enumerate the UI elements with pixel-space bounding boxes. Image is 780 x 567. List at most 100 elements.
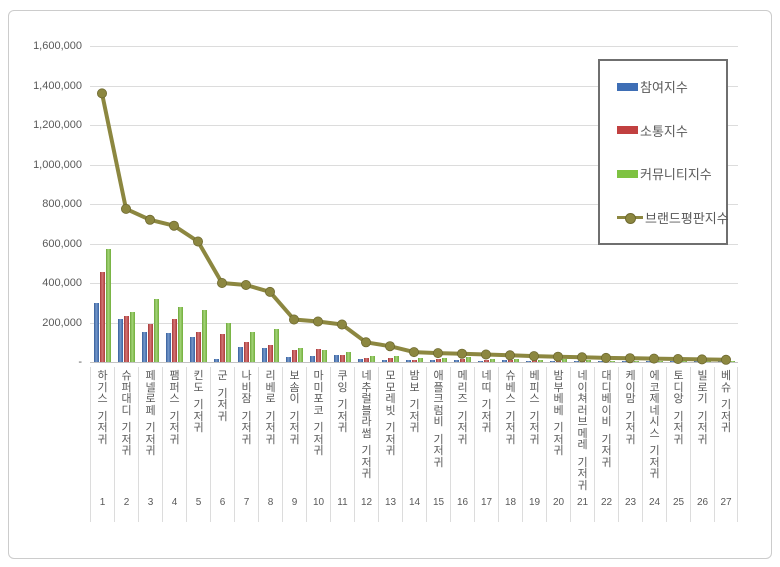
- participation-bar: [117, 318, 123, 362]
- legend-line-marker: [625, 212, 636, 224]
- gridline: [90, 322, 738, 324]
- participation-bar: [573, 361, 579, 362]
- brand-reputation-point: [288, 314, 299, 325]
- rank-label: 17: [474, 489, 498, 522]
- communication-bar: [459, 359, 465, 362]
- community-bar: [129, 311, 135, 362]
- brand-reputation-point: [600, 352, 611, 363]
- communication-bar: [363, 357, 369, 362]
- brand-reputation-point: [673, 353, 684, 364]
- gridline: [90, 164, 738, 166]
- participation-bar: [453, 360, 459, 362]
- brand-reputation-point: [384, 341, 395, 352]
- communication-bar: [507, 360, 513, 362]
- community-bar: [249, 332, 255, 362]
- participation-bar: [429, 360, 435, 362]
- brand-reputation-point: [120, 203, 131, 214]
- community-bar: [393, 355, 399, 362]
- communication-bar: [339, 354, 345, 362]
- legend-swatch-communication: [617, 126, 638, 135]
- participation-bar: [165, 333, 171, 362]
- gridline: [90, 125, 738, 126]
- legend: 참여지수 소통지수 커뮤니티지수 브랜드평판지수: [598, 59, 729, 245]
- rank-label: 15: [426, 489, 450, 522]
- rank-label: 18: [498, 489, 522, 522]
- brand-reputation-point: [360, 337, 371, 348]
- brand-reputation-point: [264, 286, 275, 297]
- community-bar: [585, 360, 591, 362]
- rank-axis: 1 2 3 4 5 6 7 8 9 10 11 12 13 14 15 16 17 18 19 20 21 22 23 24 2…: [90, 489, 738, 522]
- participation-bar: [285, 357, 291, 362]
- brand-reputation-point: [528, 351, 539, 362]
- brand-reputation-point: [169, 220, 180, 231]
- community-bar: [681, 361, 687, 362]
- participation-bar: [525, 360, 531, 362]
- community-bar: [273, 329, 279, 362]
- legend-item-communication: 소통지수: [617, 121, 726, 140]
- participation-bar: [405, 359, 411, 362]
- brand-reputation-point: [576, 352, 587, 363]
- brand-reputation-point: [649, 353, 660, 364]
- participation-bar: [597, 361, 603, 362]
- legend-label: 브랜드평판지수: [645, 210, 729, 226]
- community-bar: [369, 355, 375, 362]
- brand-reputation-point: [145, 214, 156, 225]
- rank-label: 27: [714, 489, 738, 522]
- brand-reputation-point: [480, 349, 491, 360]
- legend-swatch-brand-reputation: [617, 212, 643, 224]
- brand-reputation-point: [97, 88, 107, 99]
- legend-item-brand-reputation: 브랜드평판지수: [617, 208, 729, 227]
- participation-bar: [669, 361, 675, 362]
- legend-swatch-community: [617, 169, 638, 178]
- participation-bar: [333, 355, 339, 362]
- y-tick-label: 600,000: [42, 237, 82, 250]
- gridline: [90, 362, 738, 363]
- rank-label: 25: [666, 489, 690, 522]
- community-bar: [321, 350, 327, 362]
- gridlines-layer: [90, 46, 738, 363]
- y-tick-label: -: [78, 356, 82, 368]
- community-bar: [561, 359, 567, 362]
- y-tick-label: 800,000: [42, 198, 82, 210]
- community-bar: [345, 352, 351, 362]
- legend-label: 커뮤니티지수: [640, 167, 712, 183]
- rank-label: 1: [90, 489, 114, 522]
- bars-layer: [90, 46, 738, 362]
- community-bar: [153, 298, 159, 362]
- gridline: [90, 243, 738, 245]
- communication-bar: [435, 359, 441, 362]
- community-bar: [441, 357, 447, 362]
- communication-bar: [291, 350, 297, 362]
- legend-swatch-participation: [617, 82, 638, 91]
- communication-bar: [219, 334, 225, 362]
- community-bar: [657, 361, 663, 362]
- communication-bar: [99, 272, 105, 362]
- rank-label: 23: [618, 489, 642, 522]
- community-bar: [633, 360, 639, 362]
- gridline: [90, 46, 738, 47]
- participation-bar: [549, 361, 555, 362]
- brand-reputation-point: [552, 351, 563, 362]
- rank-label: 12: [354, 489, 378, 522]
